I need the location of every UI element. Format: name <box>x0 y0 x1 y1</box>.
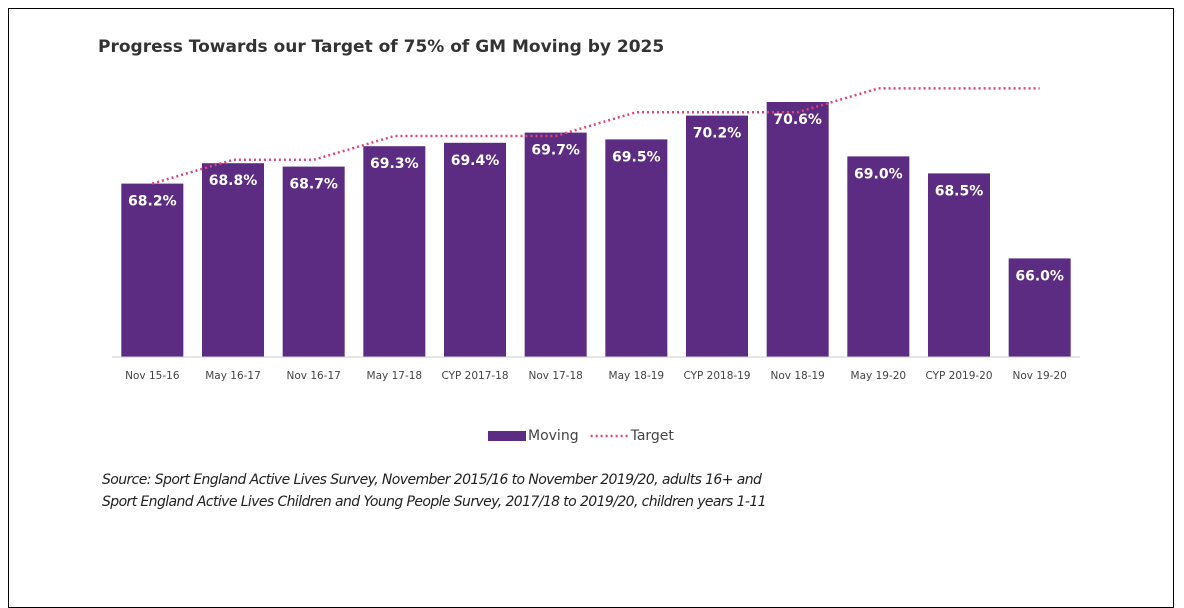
data-label: 69.3% <box>370 156 419 172</box>
data-label: 70.2% <box>693 126 742 142</box>
bar <box>524 132 587 357</box>
bar <box>444 142 506 357</box>
legend-label: Target <box>630 428 675 444</box>
data-label: 69.0% <box>854 166 903 182</box>
source: Sport England Active Lives Children and … <box>102 494 767 510</box>
bar <box>686 115 748 357</box>
bar <box>1008 258 1071 357</box>
source: Source: Sport England Active Lives Surve… <box>102 472 762 488</box>
x-tick-label: May 16-17 <box>205 370 261 382</box>
bar <box>766 102 829 357</box>
x-tick-label: Nov 15-16 <box>125 370 180 382</box>
data-label: 68.7% <box>289 177 338 193</box>
chart-title: Progress Towards our Target of 75% of GM… <box>98 37 664 57</box>
data-label: 70.6% <box>773 112 822 128</box>
x-tick-label: Nov 19-20 <box>1012 370 1067 382</box>
data-label: 68.5% <box>935 183 984 199</box>
data-label: 69.4% <box>451 153 500 169</box>
data-label: 68.8% <box>209 173 258 189</box>
x-tick-label: CYP 2018-19 <box>683 370 751 382</box>
bar <box>282 166 345 357</box>
x-tick-label: Nov 17-18 <box>528 370 583 382</box>
x-tick-label: May 18-19 <box>608 370 665 382</box>
x-tick-label: May 19-20 <box>850 370 907 382</box>
legend-swatch <box>488 431 526 441</box>
x-tick-label: Nov 18-19 <box>770 370 825 382</box>
data-label: 66.0% <box>1015 268 1064 284</box>
target-line <box>151 87 1040 185</box>
x-tick-label: May 17-18 <box>366 370 423 382</box>
x-tick-label: Nov 16-17 <box>286 370 341 382</box>
chart: Progress Towards our Target of 75% of GM… <box>98 37 1080 444</box>
data-label: 68.2% <box>128 194 177 210</box>
bar <box>121 183 184 357</box>
data-label: 69.7% <box>531 143 580 159</box>
bar <box>202 163 264 357</box>
data-label: 69.5% <box>612 149 661 165</box>
bar <box>363 146 426 357</box>
x-tick-label: CYP 2019-20 <box>925 370 993 382</box>
bar <box>847 156 910 357</box>
legend-label: Moving <box>528 428 579 444</box>
x-tick-label: CYP 2017-18 <box>441 370 509 382</box>
bar <box>928 173 990 357</box>
bar <box>605 139 668 357</box>
